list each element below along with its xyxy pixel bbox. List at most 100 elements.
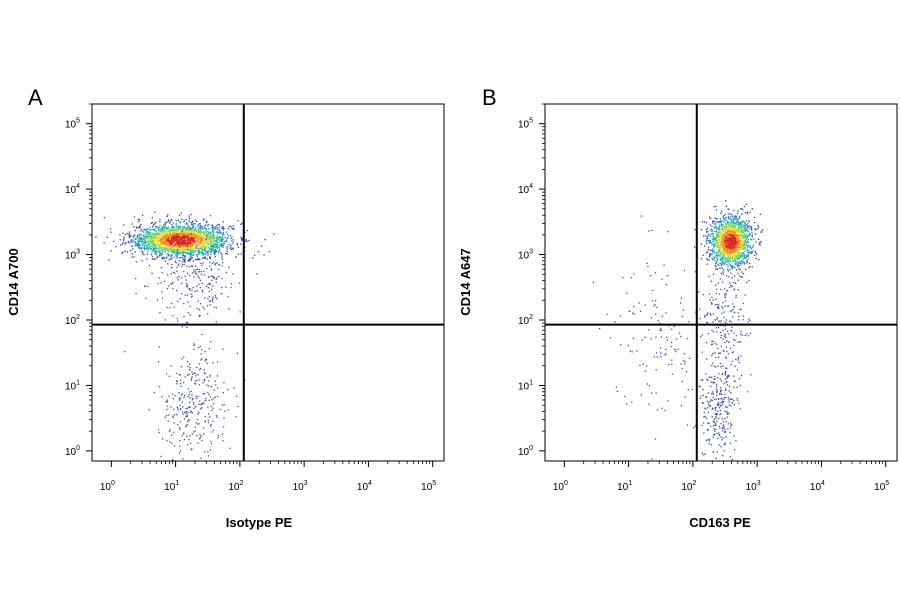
event-dot: [743, 258, 744, 259]
event-dot: [153, 238, 154, 239]
event-dot: [175, 230, 176, 231]
event-dot: [141, 229, 142, 230]
event-dot: [156, 232, 157, 233]
event-dot: [747, 245, 748, 246]
event-dot: [726, 351, 727, 352]
event-dot: [723, 399, 724, 400]
event-dot: [182, 261, 183, 262]
event-dot: [183, 255, 184, 256]
event-dot: [721, 254, 722, 255]
event-dot: [176, 232, 177, 233]
event-dot: [633, 273, 634, 274]
event-dot: [733, 210, 734, 211]
event-dot: [191, 394, 192, 395]
event-dot: [701, 244, 702, 245]
event-dot: [735, 247, 736, 248]
event-dot: [189, 374, 190, 375]
event-dot: [759, 242, 760, 243]
event-dot: [209, 236, 210, 237]
event-dot: [726, 411, 727, 412]
event-dot: [170, 231, 171, 232]
event-dot: [202, 382, 203, 383]
event-dot: [138, 243, 139, 244]
event-dot: [136, 261, 137, 262]
event-dot: [713, 247, 714, 248]
event-dot: [718, 305, 719, 306]
event-dot: [200, 287, 201, 288]
event-dot: [742, 209, 743, 210]
event-dot: [200, 437, 201, 438]
event-dot: [728, 225, 729, 226]
event-dot: [656, 369, 657, 370]
event-dot: [715, 223, 716, 224]
event-dot: [185, 246, 186, 247]
event-dot: [140, 230, 141, 231]
event-dot: [189, 259, 190, 260]
event-dot: [730, 311, 731, 312]
event-dot: [707, 380, 708, 381]
event-dot: [742, 241, 743, 242]
event-dot: [208, 241, 209, 242]
event-dot: [219, 240, 220, 241]
event-dot: [725, 252, 726, 253]
event-dot: [736, 232, 737, 233]
event-dot: [706, 440, 707, 441]
event-dot: [180, 225, 181, 226]
event-dot: [190, 252, 191, 253]
event-dot: [201, 243, 202, 244]
event-dot: [718, 366, 719, 367]
event-dot: [199, 434, 200, 435]
x-tick-label: 100: [100, 480, 115, 493]
event-dot: [221, 256, 222, 257]
event-dot: [721, 335, 722, 336]
event-dot: [733, 226, 734, 227]
event-dot: [724, 249, 725, 250]
event-dot: [738, 251, 739, 252]
event-dot: [712, 236, 713, 237]
event-dot: [229, 226, 230, 227]
event-dot: [735, 256, 736, 257]
event-dot: [738, 224, 739, 225]
event-dot: [187, 375, 188, 376]
event-dot: [202, 226, 203, 227]
event-dot: [746, 239, 747, 240]
event-dot: [218, 230, 219, 231]
event-dot: [722, 229, 723, 230]
event-dot: [727, 209, 728, 210]
event-dot: [190, 259, 191, 260]
event-dot: [729, 245, 730, 246]
event-dot: [161, 248, 162, 249]
event-dot: [735, 440, 736, 441]
event-dot: [648, 329, 649, 330]
event-dot: [717, 348, 718, 349]
event-dot: [743, 315, 744, 316]
event-dot: [724, 342, 725, 343]
event-dot: [174, 445, 175, 446]
event-dot: [687, 424, 688, 425]
event-dot: [148, 243, 149, 244]
event-dot: [711, 355, 712, 356]
event-dot: [194, 233, 195, 234]
event-dot: [216, 277, 217, 278]
event-dot: [123, 240, 124, 241]
event-dot: [722, 238, 723, 239]
event-dot: [148, 238, 149, 239]
event-dot: [738, 289, 739, 290]
event-dot: [161, 291, 162, 292]
event-dot: [130, 241, 131, 242]
event-dot: [734, 307, 735, 308]
event-dot: [153, 248, 154, 249]
event-dot: [210, 232, 211, 233]
event-dot: [201, 249, 202, 250]
event-dot: [721, 320, 722, 321]
event-dot: [216, 225, 217, 226]
event-dot: [209, 416, 210, 417]
event-dot: [152, 258, 153, 259]
event-dot: [624, 396, 625, 397]
gate-lines-b: [545, 104, 897, 461]
event-dot: [715, 263, 716, 264]
event-dot: [667, 339, 668, 340]
event-dot: [662, 279, 663, 280]
event-dot: [728, 263, 729, 264]
event-dot: [645, 337, 646, 338]
